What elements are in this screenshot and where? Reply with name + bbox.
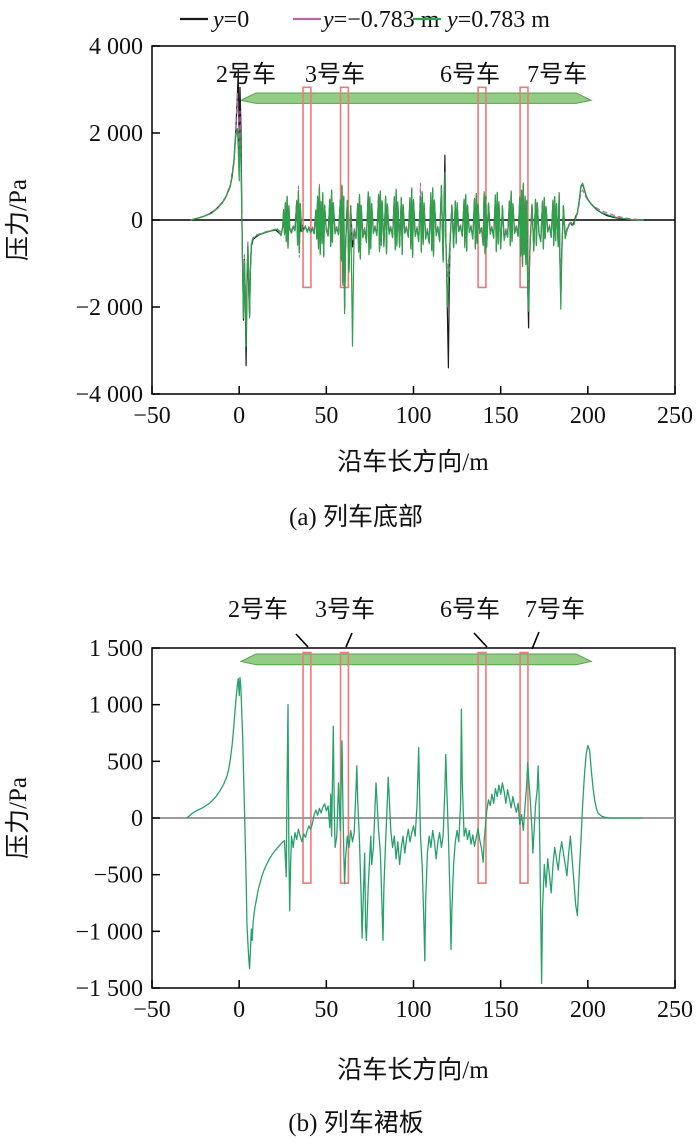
car-box <box>477 86 487 289</box>
chart-b-ylabel: 压力/Pa <box>4 777 32 859</box>
chart-b-xlabel: 沿车长方向/m <box>337 1056 489 1084</box>
car-box <box>519 651 529 884</box>
x-tick-label: 50 <box>314 997 338 1023</box>
x-tick-label: 200 <box>570 997 606 1023</box>
y-tick-label: −4 000 <box>75 382 143 408</box>
car-box <box>302 651 312 884</box>
chart-b-caption: (b) 列车裙板 <box>288 1109 423 1137</box>
series-line <box>190 91 644 330</box>
x-tick-label: 0 <box>233 403 245 429</box>
x-tick-label: −50 <box>133 403 171 429</box>
x-tick-label: 150 <box>483 997 519 1023</box>
x-tick-label: 100 <box>396 997 432 1023</box>
x-tick-label: 50 <box>314 403 338 429</box>
chart-a-xlabel: 沿车长方向/m <box>337 448 489 476</box>
car-label: 2号车 <box>216 61 276 88</box>
legend-label: y=0 <box>211 7 249 33</box>
x-tick-label: 0 <box>233 997 245 1023</box>
train-bar <box>239 653 593 666</box>
y-tick-label: 1 500 <box>89 636 143 662</box>
chart-a-plot: 4 000 2 000 0 −2 000 −4 000−50 0 50 100 150 200 25… <box>75 34 693 429</box>
chart-a-caption: (a) 列车底部 <box>289 503 423 531</box>
chart-a-ylabel: 压力/Pa <box>4 179 32 261</box>
car-label: 6号车 <box>440 596 500 623</box>
x-tick-label: 200 <box>570 403 606 429</box>
x-tick-label: 100 <box>396 403 432 429</box>
y-tick-label: 0 <box>131 806 143 832</box>
y-tick-label: 2 000 <box>89 121 143 147</box>
x-tick-label: −50 <box>133 997 171 1023</box>
car-label: 7号车 <box>525 596 585 623</box>
series-line <box>190 128 644 347</box>
y-tick-label: −500 <box>93 863 143 889</box>
y-tick-label: 0 <box>131 208 143 234</box>
y-tick-label: −1 500 <box>75 976 143 1002</box>
car-label-leader <box>473 632 488 648</box>
car-box <box>477 651 487 884</box>
car-label-leader <box>531 631 540 650</box>
x-tick-label: 250 <box>657 997 693 1023</box>
car-label-leader <box>345 632 353 648</box>
car-label: 7号车 <box>527 61 587 88</box>
y-tick-label: 4 000 <box>89 34 143 60</box>
car-box <box>519 86 529 289</box>
car-label-leader <box>295 633 309 648</box>
y-tick-label: −2 000 <box>75 295 143 321</box>
car-label: 3号车 <box>315 596 375 623</box>
x-tick-label: 250 <box>657 403 693 429</box>
car-label: 2号车 <box>228 596 288 623</box>
train-bar <box>239 92 593 104</box>
car-label: 6号车 <box>440 61 500 88</box>
series-line <box>186 676 642 985</box>
y-tick-label: −1 000 <box>75 919 143 945</box>
car-label: 3号车 <box>305 61 365 88</box>
legend-label: y=0.783 m <box>445 7 550 33</box>
y-tick-label: 500 <box>107 749 143 775</box>
legend: y=0 y=−0.783 m y=0.783 m <box>180 7 550 33</box>
car-box <box>302 86 312 289</box>
y-tick-label: 1 000 <box>89 693 143 719</box>
x-tick-label: 150 <box>483 403 519 429</box>
